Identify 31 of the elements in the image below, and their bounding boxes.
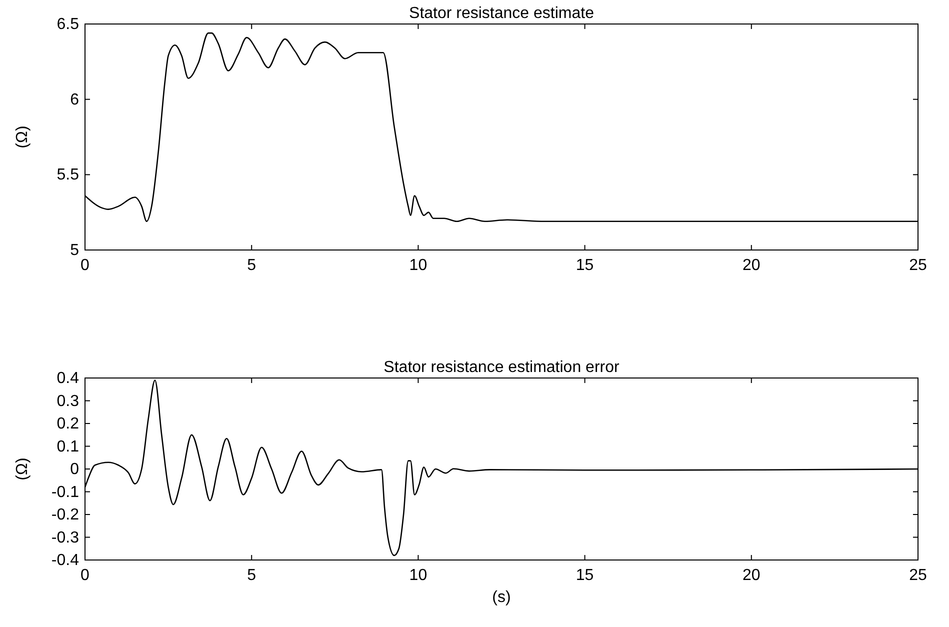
y-tick-label: -0.3 <box>51 529 80 546</box>
y-tick-label: 0.2 <box>56 416 80 432</box>
x-tick-label: 5 <box>247 567 256 584</box>
y-tick-label: 6.5 <box>56 16 80 33</box>
y-tick-label: 0 <box>70 461 80 478</box>
x-tick-label: 0 <box>80 257 90 274</box>
line-series <box>84 380 919 556</box>
y-axis-title: (Ω) <box>14 126 31 148</box>
x-axis-title: (s) <box>492 589 511 606</box>
x-tick-label: 15 <box>576 567 594 584</box>
y-tick-label: 0.3 <box>56 392 80 410</box>
x-tick-label: 10 <box>409 257 428 274</box>
y-tick-label: 6 <box>70 91 80 108</box>
x-tick-label: 25 <box>909 567 927 584</box>
y-tick-label: -0.1 <box>51 484 80 501</box>
y-tick-label: -0.4 <box>51 552 80 569</box>
x-tick-label: 20 <box>742 567 760 584</box>
y-tick-label: 0.1 <box>56 438 80 456</box>
x-tick-label: 20 <box>742 257 760 274</box>
x-tick-label: 15 <box>576 257 594 274</box>
y-axis-title: (Ω) <box>14 458 31 480</box>
y-tick-label: 5.5 <box>56 166 80 184</box>
x-tick-label: 25 <box>909 257 927 274</box>
y-tick-label: -0.2 <box>51 506 80 524</box>
y-tick-label: 5 <box>70 242 80 259</box>
x-tick-label: 0 <box>80 567 90 584</box>
y-tick-label: 0.4 <box>56 370 80 387</box>
chart-title: Stator resistance estimate <box>409 5 594 22</box>
x-tick-label: 10 <box>409 567 428 584</box>
x-tick-label: 5 <box>247 257 256 274</box>
chart-title: Stator resistance estimation error <box>384 359 620 376</box>
